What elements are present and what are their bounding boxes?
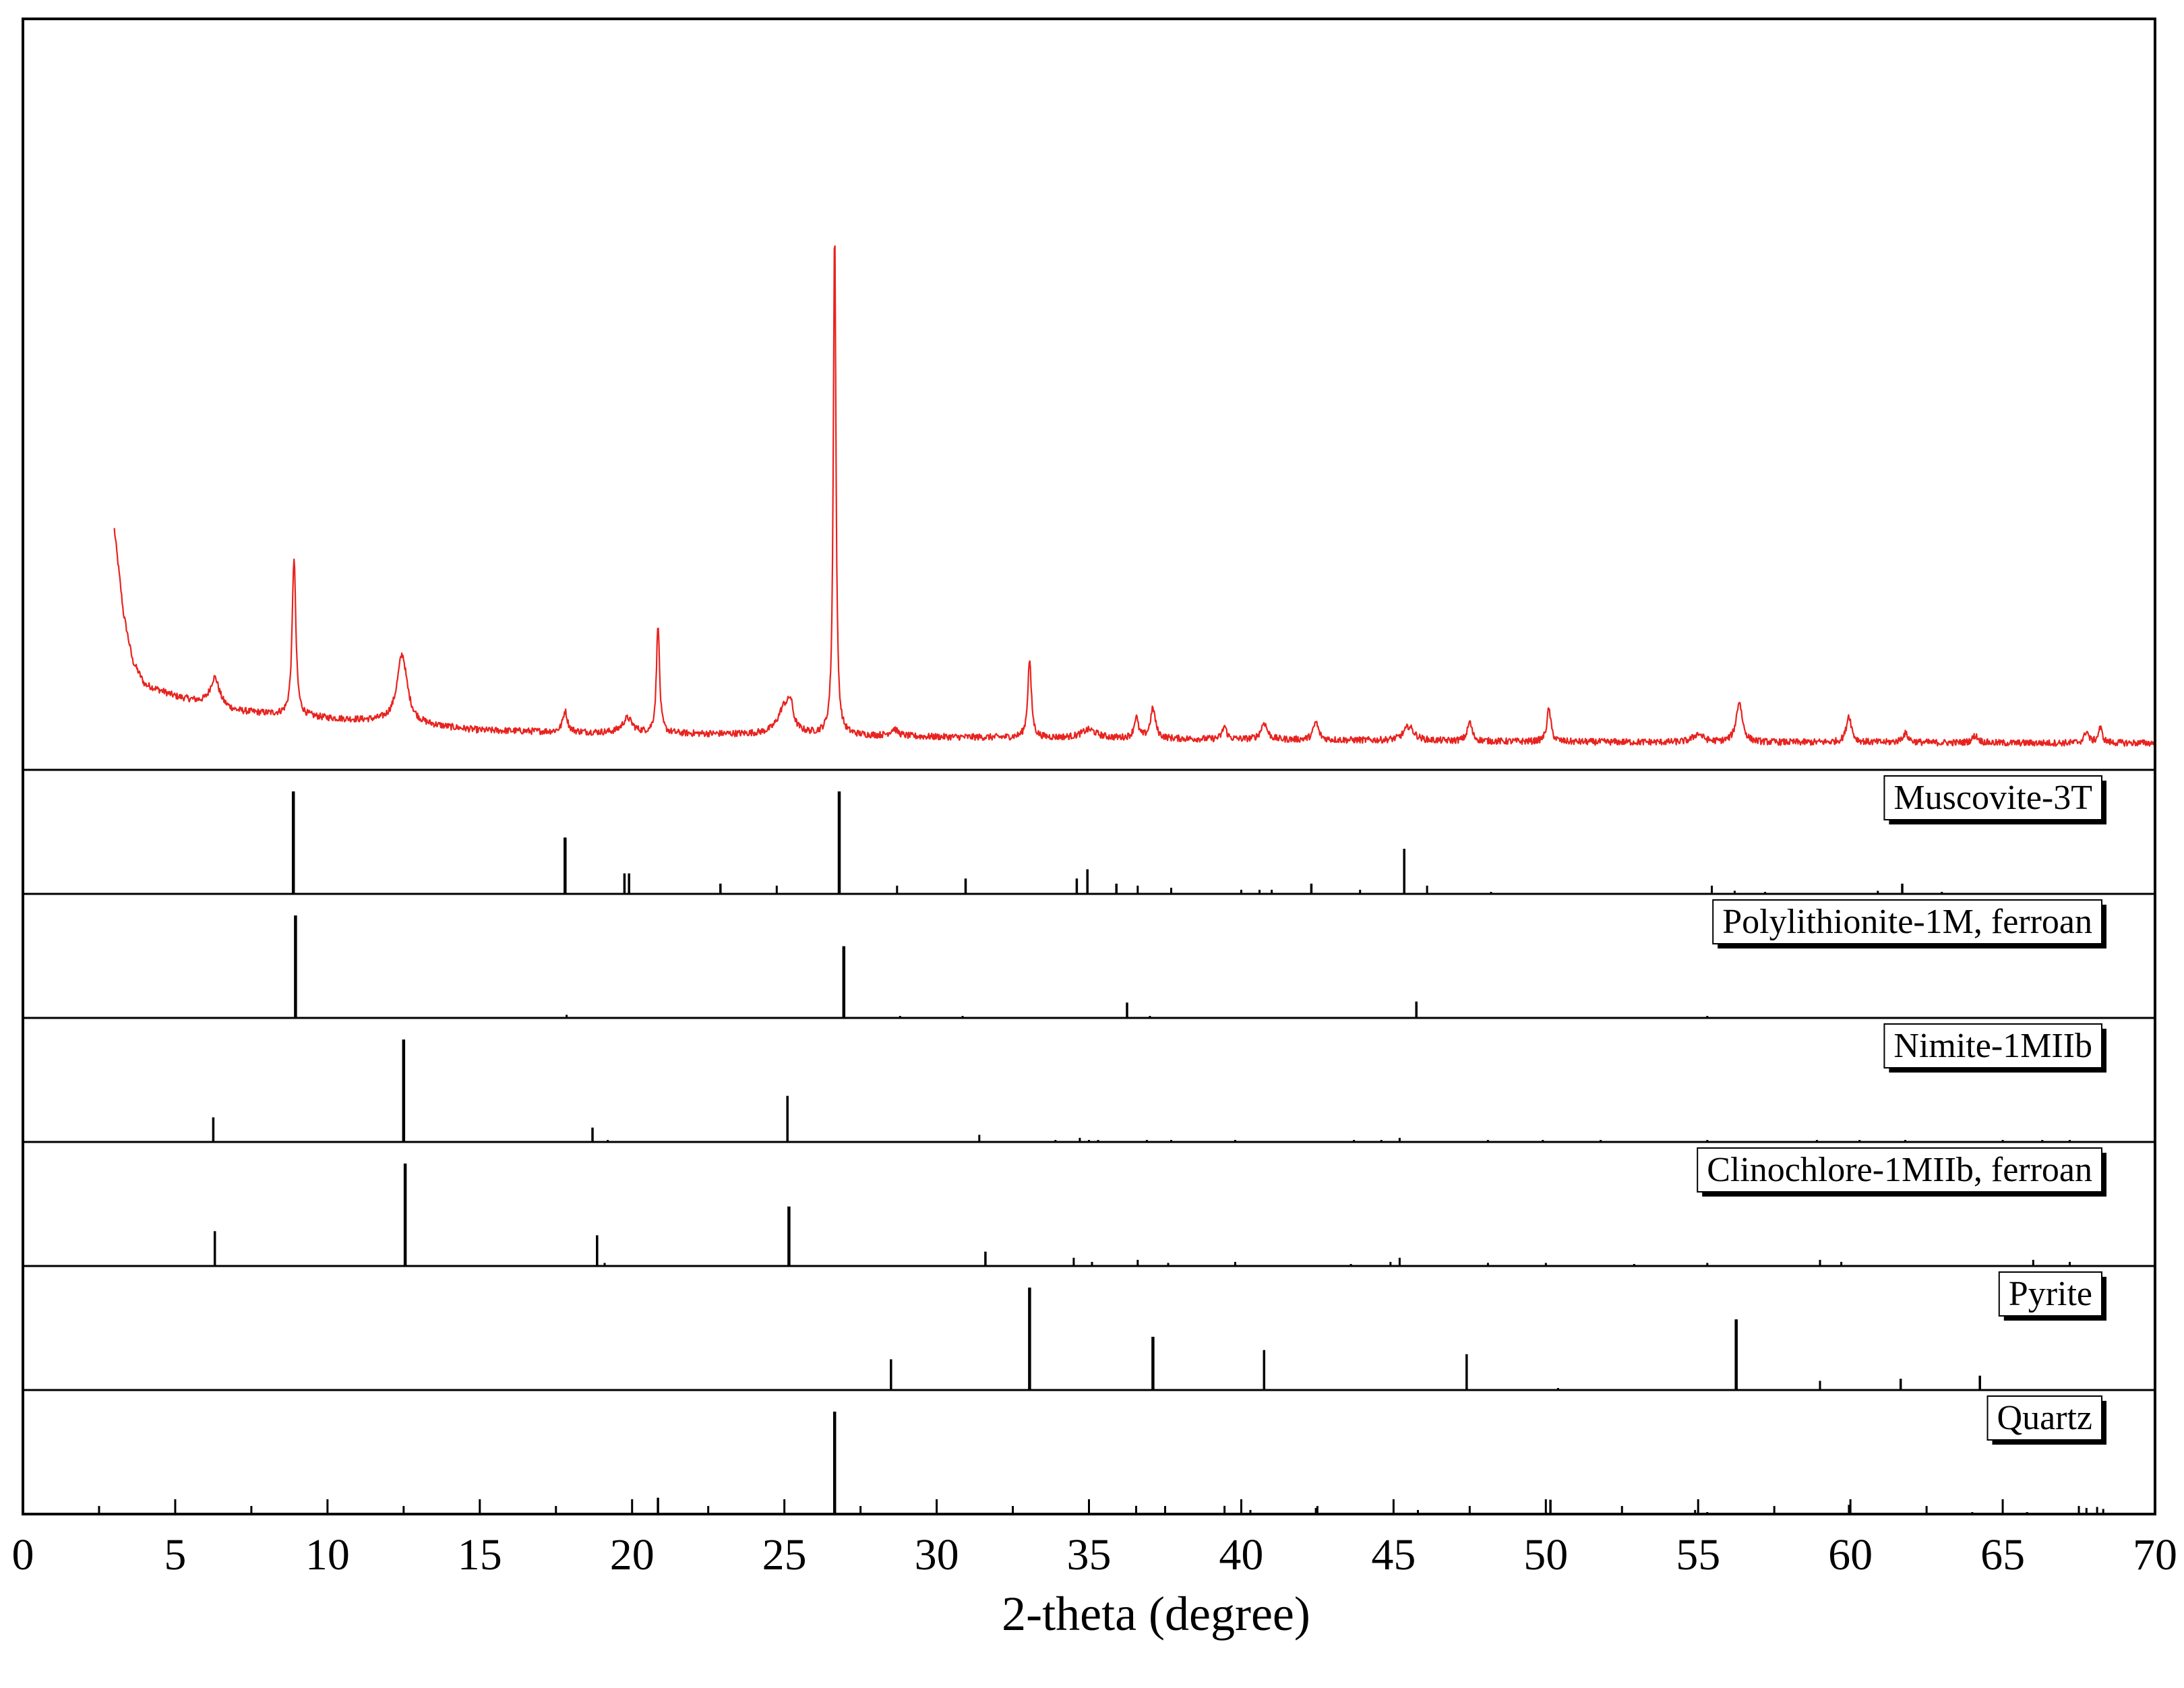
reference-panels: Muscovite-3T Polylithionite-1M, ferroan Ni… xyxy=(23,768,2155,1514)
x-tick-label: 65 xyxy=(1980,1530,2025,1579)
measured-pattern-panel xyxy=(113,245,2156,747)
reference-label: Clinochlore-1MIIb, ferroan xyxy=(1707,1151,2092,1189)
reference-label-box xyxy=(1712,899,2102,944)
reference-label-box xyxy=(1697,1147,2102,1193)
plot-frame xyxy=(22,18,2156,1515)
x-axis: 0 5 10 15 20 25 30 35 40 45 50 55 60 65 70 xyxy=(12,1499,2177,1579)
reference-label: Nimite-1MIIb xyxy=(1893,1027,2092,1065)
reference-panel-clinochlore-1miib-ferroan: Clinochlore-1MIIb, ferroan xyxy=(23,1141,2155,1266)
x-tick-label: 60 xyxy=(1828,1530,1873,1579)
x-tick-label: 30 xyxy=(915,1530,959,1579)
x-tick-label: 70 xyxy=(2133,1530,2177,1579)
reference-panel-muscovite-3t: Muscovite-3T xyxy=(23,768,2155,894)
x-tick-label: 10 xyxy=(305,1530,350,1579)
x-tick-label: 0 xyxy=(12,1530,34,1579)
x-tick-label: 40 xyxy=(1219,1530,1263,1579)
x-axis-title: 2-theta (degree) xyxy=(1002,1587,1310,1641)
x-tick-label: 55 xyxy=(1676,1530,1720,1579)
reference-label-box xyxy=(1883,775,2102,820)
x-tick-label: 35 xyxy=(1067,1530,1112,1579)
x-tick-label: 20 xyxy=(610,1530,655,1579)
reference-panel-quartz: Quartz xyxy=(23,1389,2155,1514)
reference-label: Polylithionite-1M, ferroan xyxy=(1722,903,2092,941)
reference-label-box xyxy=(1883,1023,2102,1068)
reference-panel-polylithionite-1m-ferroan: Polylithionite-1M, ferroan xyxy=(23,893,2155,1018)
reference-label: Pyrite xyxy=(2009,1275,2092,1313)
x-tick-label: 45 xyxy=(1371,1530,1416,1579)
reference-label-box xyxy=(1998,1271,2102,1317)
x-tick-label: 15 xyxy=(458,1530,502,1579)
x-tick-label: 50 xyxy=(1523,1530,1568,1579)
reference-panel-nimite-1miib: Nimite-1MIIb xyxy=(23,1017,2155,1142)
reference-label-box xyxy=(1986,1395,2102,1441)
reference-label: Muscovite-3T xyxy=(1893,779,2092,817)
reference-panel-pyrite: Pyrite xyxy=(23,1265,2155,1390)
measured-xrd-pattern xyxy=(113,245,2156,747)
x-tick-label: 5 xyxy=(164,1530,186,1579)
reference-label: Quartz xyxy=(1997,1399,2092,1437)
x-tick-label: 25 xyxy=(762,1530,807,1579)
